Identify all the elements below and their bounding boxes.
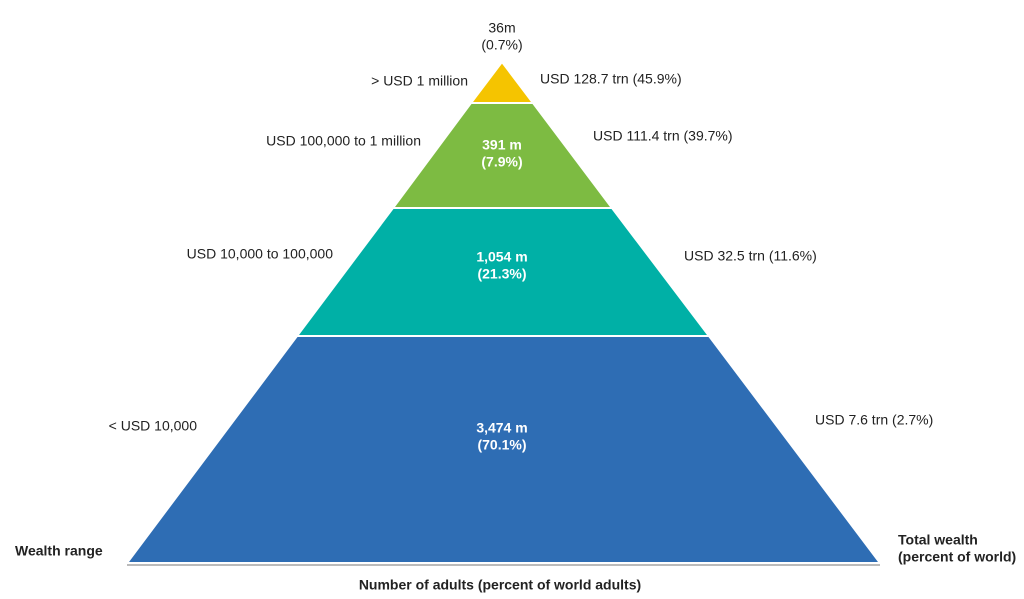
adults-share-label: (7.9%)	[481, 154, 522, 170]
adults-share-label: (0.7%)	[481, 37, 522, 53]
total-wealth-label: USD 111.4 trn (39.7%)	[593, 128, 733, 144]
right-axis-label: Total wealth	[898, 532, 978, 548]
adults-label: 36m	[488, 20, 515, 36]
adults-label: 3,474 m	[476, 420, 527, 436]
adults-label: 391 m	[482, 137, 522, 153]
layer-base	[125, 335, 883, 564]
wealth-range-label: > USD 1 million	[371, 73, 468, 89]
total-wealth-label: USD 128.7 trn (45.9%)	[540, 71, 682, 87]
pyramid	[125, 60, 883, 564]
wealth-range-label: USD 100,000 to 1 million	[266, 133, 421, 149]
wealth-range-label: USD 10,000 to 100,000	[187, 246, 334, 262]
bottom-axis-label: Number of adults (percent of world adult…	[359, 577, 641, 593]
left-axis-label: Wealth range	[15, 543, 103, 559]
total-wealth-label: USD 32.5 trn (11.6%)	[684, 248, 817, 264]
adults-share-label: (21.3%)	[477, 266, 526, 282]
layer-top	[468, 60, 536, 104]
adults-label: 1,054 m	[476, 249, 527, 265]
adults-share-label: (70.1%)	[477, 437, 526, 453]
wealth-range-label: < USD 10,000	[109, 418, 198, 434]
total-wealth-label: USD 7.6 trn (2.7%)	[815, 412, 933, 428]
right-axis-label: (percent of world)	[898, 549, 1016, 565]
